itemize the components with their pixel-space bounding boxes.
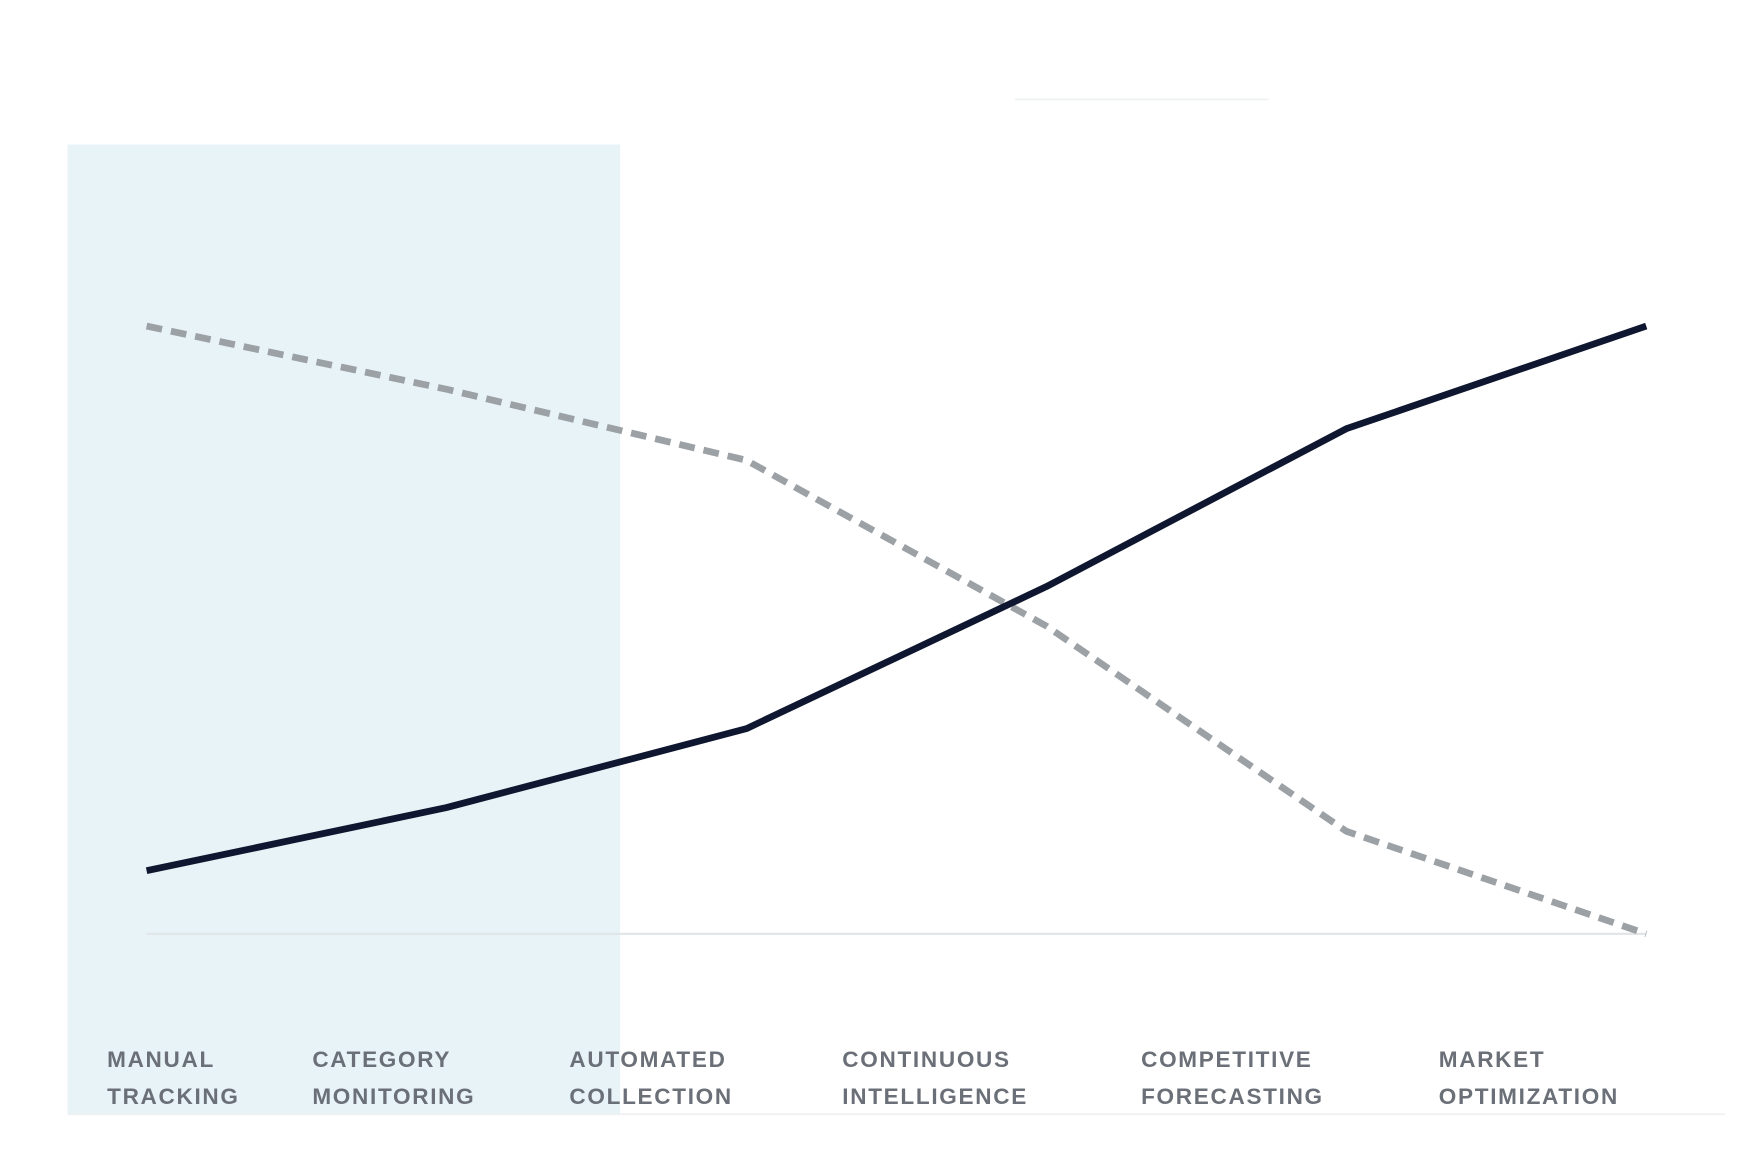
- x-tick-label: MARKET: [1439, 1047, 1546, 1072]
- data-line: [145, 322, 1648, 938]
- x-tick-label: TRACKING: [107, 1084, 240, 1109]
- highlight-region: [67, 144, 621, 1115]
- x-tick-label: CATEGORY: [312, 1047, 451, 1072]
- x-tick-label: AUTOMATED: [569, 1047, 726, 1072]
- x-tick-label: MONITORING: [312, 1084, 475, 1109]
- x-tick-label: COLLECTION: [569, 1084, 732, 1109]
- data-line: [145, 322, 1648, 875]
- x-tick-label: COMPETITIVE: [1141, 1047, 1312, 1072]
- x-tick-label: OPTIMIZATION: [1439, 1084, 1619, 1109]
- x-tick-label: MANUAL: [107, 1047, 215, 1072]
- x-tick-label: CONTINUOUS: [842, 1047, 1010, 1072]
- x-tick-label: FORECASTING: [1141, 1084, 1324, 1109]
- x-tick-label: INTELLIGENCE: [842, 1084, 1028, 1109]
